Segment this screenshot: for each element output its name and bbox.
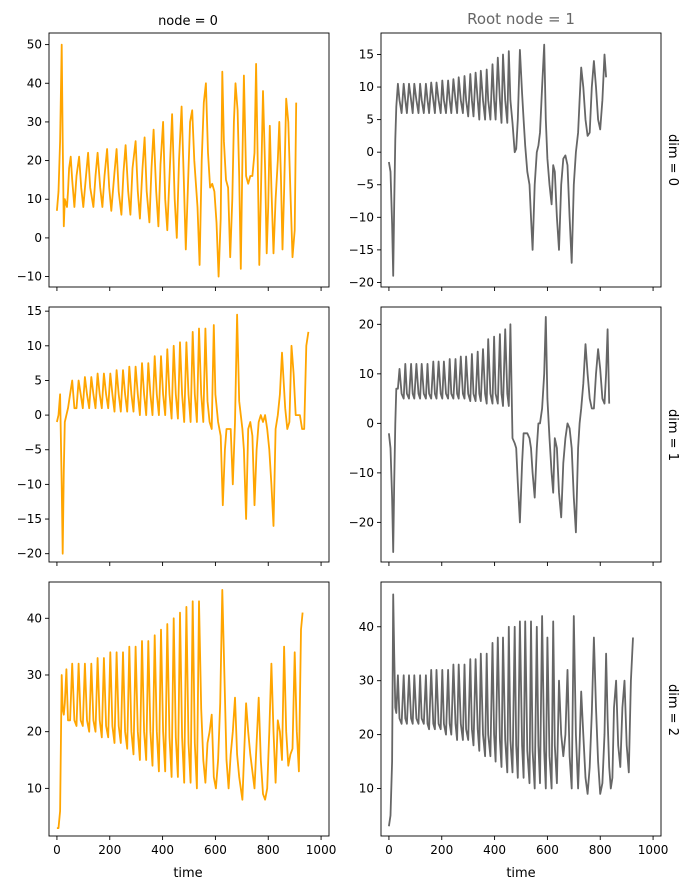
y-tick-label-2-3: −5 [24, 443, 42, 457]
series-line-2 [56, 313, 310, 555]
y-tick-label-3-4: 20 [359, 317, 374, 331]
axes-frame-4 [48, 581, 330, 837]
x-tick-label-4-0: 0 [53, 843, 61, 857]
y-tick-label-1-6: 10 [359, 80, 374, 94]
panel-0: −10 0 10 20 30 40 50 [17, 32, 330, 291]
y-tick-label-5-2: 30 [359, 674, 374, 688]
y-tick-label-4-3: 40 [27, 611, 42, 625]
y-tick-label-5-1: 20 [359, 728, 374, 742]
y-tick-label-5-3: 40 [359, 620, 374, 634]
y-tick-label-5-0: 10 [359, 782, 374, 796]
x-tick-label-5-4: 800 [589, 843, 612, 857]
y-tick-label-2-2: −10 [17, 477, 42, 491]
y-tick-label-3-2: 0 [366, 416, 374, 430]
y-tick-label-1-0: −20 [349, 275, 374, 289]
row2-label: dim = 2 [665, 684, 680, 736]
y-tick-label-1-3: −5 [356, 178, 374, 192]
y-tick-label-0-6: 50 [27, 38, 42, 52]
x-tick-label-4-1: 200 [98, 843, 121, 857]
series-line-5 [388, 593, 634, 827]
series-line-3 [388, 316, 611, 553]
y-tick-label-0-3: 20 [27, 154, 42, 168]
y-tick-label-2-4: 0 [34, 408, 42, 422]
col0-title: node = 0 [158, 14, 218, 29]
x-tick-label-5-5: 1000 [638, 843, 669, 857]
y-tick-label-4-1: 20 [27, 725, 42, 739]
row0-label: dim = 0 [665, 134, 680, 186]
x-tick-label-5-2: 400 [483, 843, 506, 857]
series-line-4 [56, 589, 304, 829]
y-tick-label-2-6: 10 [27, 339, 42, 353]
axes-frame-1 [380, 32, 662, 288]
y-tick-label-2-0: −20 [17, 547, 42, 561]
y-tick-label-0-2: 10 [27, 192, 42, 206]
row1-label: dim = 1 [665, 409, 680, 461]
y-tick-label-3-1: −10 [349, 466, 374, 480]
y-tick-label-3-3: 10 [359, 367, 374, 381]
x-tick-label-4-4: 800 [257, 843, 280, 857]
axes-frame-3 [380, 306, 662, 563]
y-tick-label-0-5: 40 [27, 76, 42, 90]
x-tick-label-5-0: 0 [385, 843, 393, 857]
axes-frame-5 [380, 581, 662, 837]
x-tick-label-4-5: 1000 [306, 843, 337, 857]
y-tick-label-2-5: 5 [34, 373, 42, 387]
x-tick-label-4-2: 400 [151, 843, 174, 857]
y-tick-label-1-5: 5 [366, 113, 374, 127]
x-tick-label-4-3: 600 [204, 843, 227, 857]
x-axis-label-right: time [506, 866, 535, 881]
y-tick-label-0-0: −10 [17, 270, 42, 284]
axes-frame-0 [48, 32, 330, 288]
panel-3: −20 −10 0 10 20 [349, 306, 662, 566]
axes-frame-2 [48, 306, 330, 563]
series-line-0 [56, 43, 298, 278]
y-tick-label-1-7: 15 [359, 47, 374, 61]
x-axis-label-left: time [173, 866, 202, 881]
x-tick-label-5-3: 600 [536, 843, 559, 857]
y-tick-label-1-4: 0 [366, 145, 374, 159]
col1-title: Root node = 1 [467, 10, 575, 28]
y-tick-label-4-0: 10 [27, 781, 42, 795]
series-line-1 [388, 43, 607, 277]
panel-2: −20 −15 −10 −5 0 5 10 15 [17, 304, 330, 566]
y-tick-label-0-4: 30 [27, 115, 42, 129]
y-tick-label-3-0: −20 [349, 515, 374, 529]
panel-1: −20 −15 −10 −5 0 5 10 15 [349, 32, 662, 291]
y-tick-label-2-7: 15 [27, 304, 42, 318]
y-tick-label-4-2: 30 [27, 668, 42, 682]
y-tick-label-2-1: −15 [17, 512, 42, 526]
panels: −1001020304050−20−15−10−5051015−20−15−10… [17, 32, 669, 857]
x-tick-label-5-1: 200 [430, 843, 453, 857]
y-tick-label-1-2: −10 [349, 210, 374, 224]
y-tick-label-1-1: −15 [349, 243, 374, 257]
y-tick-label-0-1: 0 [34, 231, 42, 245]
